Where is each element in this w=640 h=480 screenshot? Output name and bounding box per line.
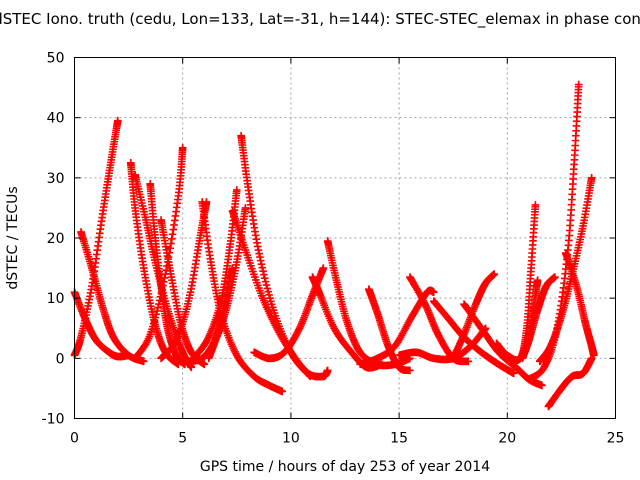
y-tick-label: -10 xyxy=(42,412,65,428)
data-point xyxy=(153,307,161,315)
data-point xyxy=(268,303,277,312)
data-series xyxy=(429,297,518,378)
data-point xyxy=(429,288,438,296)
data-point xyxy=(241,204,250,212)
data-point xyxy=(260,270,268,279)
data-point xyxy=(178,143,187,152)
data-point xyxy=(200,360,209,369)
data-point xyxy=(509,369,518,378)
data-point xyxy=(266,294,274,302)
data-point xyxy=(319,264,328,272)
y-tick-label: 50 xyxy=(47,51,65,67)
data-point xyxy=(306,372,315,381)
x-axis-label: GPS time / hours of day 253 of year 2014 xyxy=(200,459,490,475)
data-point xyxy=(249,267,257,276)
x-tick-label: 10 xyxy=(282,431,300,447)
data-point xyxy=(538,381,546,390)
data-point xyxy=(262,281,271,289)
data-series xyxy=(544,354,596,411)
data-series xyxy=(131,143,187,363)
y-tick-label: 0 xyxy=(56,351,65,367)
data-series xyxy=(561,249,598,360)
data-point xyxy=(259,267,267,276)
data-point xyxy=(148,322,157,331)
data-point xyxy=(531,201,540,209)
data-point xyxy=(157,289,166,297)
data-point xyxy=(151,313,160,322)
data-point xyxy=(251,273,259,281)
data-point xyxy=(163,257,172,266)
y-tick-label: 40 xyxy=(47,111,65,127)
data-point xyxy=(323,366,332,375)
data-series xyxy=(228,207,315,381)
data-point xyxy=(165,249,174,257)
data-point xyxy=(187,363,196,372)
data-point xyxy=(155,296,164,305)
y-tick-label: 10 xyxy=(47,291,65,307)
data-point xyxy=(156,293,165,301)
data-point xyxy=(155,300,163,308)
data-point xyxy=(163,262,171,270)
data-point xyxy=(551,273,559,281)
data-point xyxy=(152,310,161,319)
data-series xyxy=(204,264,237,363)
data-point xyxy=(490,270,499,278)
data-point xyxy=(150,316,159,325)
tick-layer: 0 5 10 15 20 25 -10 0 10 20 30 40 50 xyxy=(42,51,625,447)
x-tick-label: 25 xyxy=(607,431,625,447)
data-series xyxy=(323,237,414,370)
data-series xyxy=(77,228,148,366)
data-point xyxy=(260,274,269,282)
data-point xyxy=(533,276,542,284)
data-point xyxy=(267,300,276,309)
y-tick-label: 20 xyxy=(47,231,65,247)
data-point xyxy=(159,281,167,290)
data-point xyxy=(406,366,414,375)
data-point xyxy=(233,186,241,194)
data-series xyxy=(70,288,133,361)
y-axis-label: dSTEC / TECUs xyxy=(5,186,21,289)
data-point xyxy=(264,287,273,296)
data-point xyxy=(228,264,237,272)
x-tick-label: 0 xyxy=(70,431,79,447)
data-point xyxy=(139,357,148,366)
data-series xyxy=(535,174,596,366)
data-point xyxy=(587,354,596,363)
data-series xyxy=(356,286,438,369)
data-point xyxy=(263,284,272,293)
data-series xyxy=(525,276,542,345)
data-point xyxy=(257,260,266,268)
data-point xyxy=(267,297,275,306)
y-tick-label: 30 xyxy=(47,171,65,187)
data-point xyxy=(250,270,258,279)
data-point xyxy=(124,351,133,360)
data-point xyxy=(149,319,158,328)
data-point xyxy=(265,291,273,299)
data-layer xyxy=(70,80,598,411)
x-tick-label: 15 xyxy=(390,431,408,447)
data-point xyxy=(587,174,596,182)
data-point xyxy=(278,387,287,396)
x-tick-label: 20 xyxy=(498,431,516,447)
data-point xyxy=(113,116,122,125)
data-point xyxy=(258,263,267,272)
data-point xyxy=(261,277,270,286)
data-point xyxy=(464,357,473,366)
chart-title: dSTEC Iono. truth (cedu, Lon=133, Lat=-3… xyxy=(0,10,640,29)
data-point xyxy=(164,253,173,262)
data-point xyxy=(269,306,278,314)
data-point xyxy=(160,277,168,286)
data-point xyxy=(574,80,583,89)
data-point xyxy=(158,285,166,294)
data-point xyxy=(154,303,162,312)
data-point xyxy=(248,264,256,273)
x-tick-label: 5 xyxy=(178,431,187,447)
